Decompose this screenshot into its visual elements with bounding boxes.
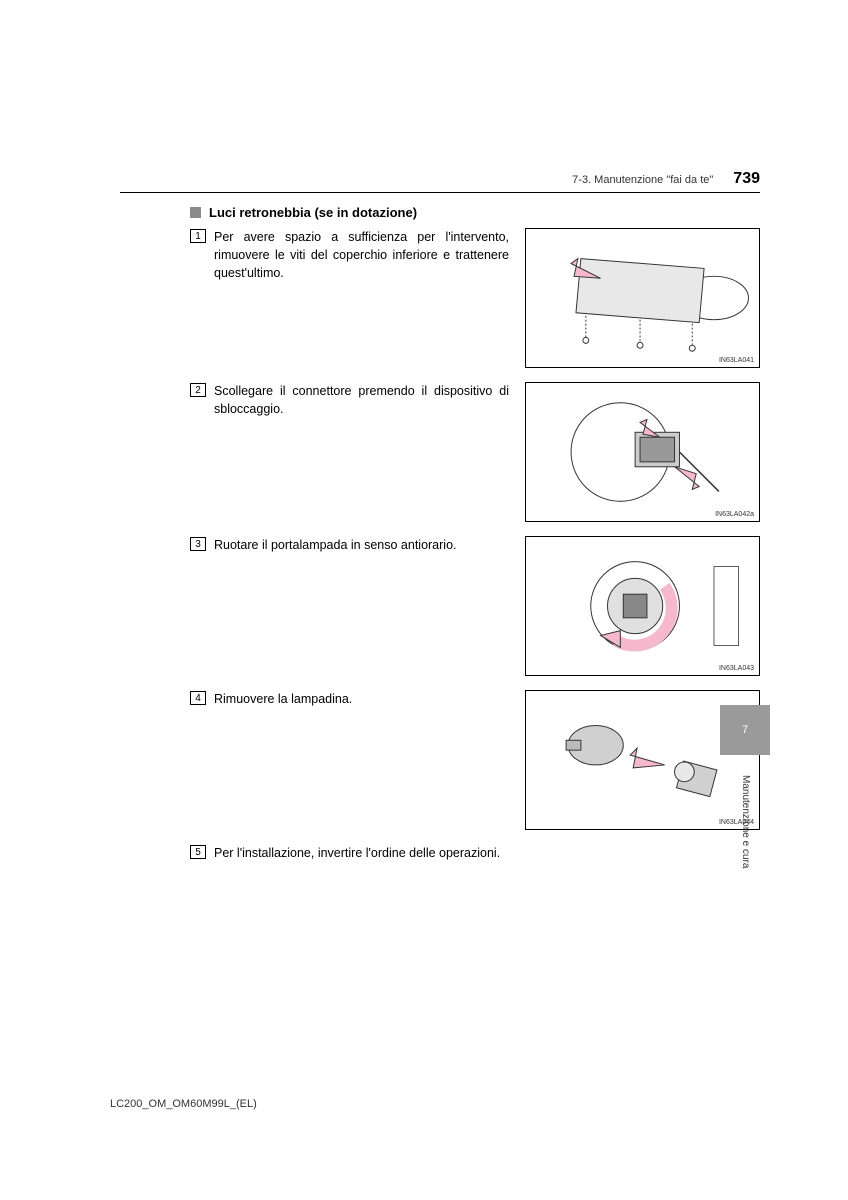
page-number: 739: [733, 170, 760, 188]
square-bullet-icon: [190, 207, 201, 218]
step-left: 2 Scollegare il connettore premendo il d…: [190, 382, 515, 418]
step-text: Rimuovere la lampadina.: [214, 690, 358, 708]
figure-2: IN63LA042a: [525, 382, 760, 522]
step-text: Per avere spazio a sufficienza per l'int…: [214, 228, 515, 282]
step-left: 5 Per l'installazione, invertire l'ordin…: [190, 844, 760, 862]
step-text: Per l'installazione, invertire l'ordine …: [214, 844, 500, 862]
step-number: 3: [190, 537, 206, 551]
step-left: 3 Ruotare il portalampada in senso antio…: [190, 536, 515, 554]
connector-disconnect-illustration: [526, 383, 759, 521]
step-number: 2: [190, 383, 206, 397]
document-footer: LC200_OM_OM60M99L_(EL): [110, 1098, 257, 1110]
figure-label: IN63LA042a: [715, 511, 754, 518]
figure-label: IN63LA043: [719, 665, 754, 672]
step-1: 1 Per avere spazio a sufficienza per l'i…: [190, 228, 760, 368]
step-left: 1 Per avere spazio a sufficienza per l'i…: [190, 228, 515, 282]
chapter-tab-number: 7: [742, 724, 748, 736]
content-area: Luci retronebbia (se in dotazione) 1 Per…: [120, 205, 760, 862]
step-number: 4: [190, 691, 206, 705]
step-4: 4 Rimuovere la lampadina. IN63LA044: [190, 690, 760, 830]
figure-1: IN63LA041: [525, 228, 760, 368]
step-2: 2 Scollegare il connettore premendo il d…: [190, 382, 760, 522]
section-heading: Luci retronebbia (se in dotazione): [190, 205, 760, 220]
step-text: Ruotare il portalampada in senso antiora…: [214, 536, 463, 554]
page-header: 7-3. Manutenzione "fai da te" 739: [120, 170, 760, 193]
section-title: Luci retronebbia (se in dotazione): [209, 205, 417, 220]
figure-label: IN63LA041: [719, 357, 754, 364]
step-number: 5: [190, 845, 206, 859]
bulb-holder-rotate-illustration: [526, 537, 759, 675]
chapter-label: 7-3. Manutenzione "fai da te": [572, 174, 713, 186]
step-3: 3 Ruotare il portalampada in senso antio…: [190, 536, 760, 676]
page-content: 7-3. Manutenzione "fai da te" 739 Luci r…: [120, 170, 760, 876]
figure-3: IN63LA043: [525, 536, 760, 676]
chapter-tab: 7: [720, 705, 770, 755]
step-left: 4 Rimuovere la lampadina.: [190, 690, 515, 708]
step-text: Scollegare il connettore premendo il dis…: [214, 382, 515, 418]
chapter-vertical-label: Manutenzione e cura: [740, 775, 751, 868]
cover-removal-illustration: [526, 229, 759, 367]
step-5: 5 Per l'installazione, invertire l'ordin…: [190, 844, 760, 862]
step-number: 1: [190, 229, 206, 243]
